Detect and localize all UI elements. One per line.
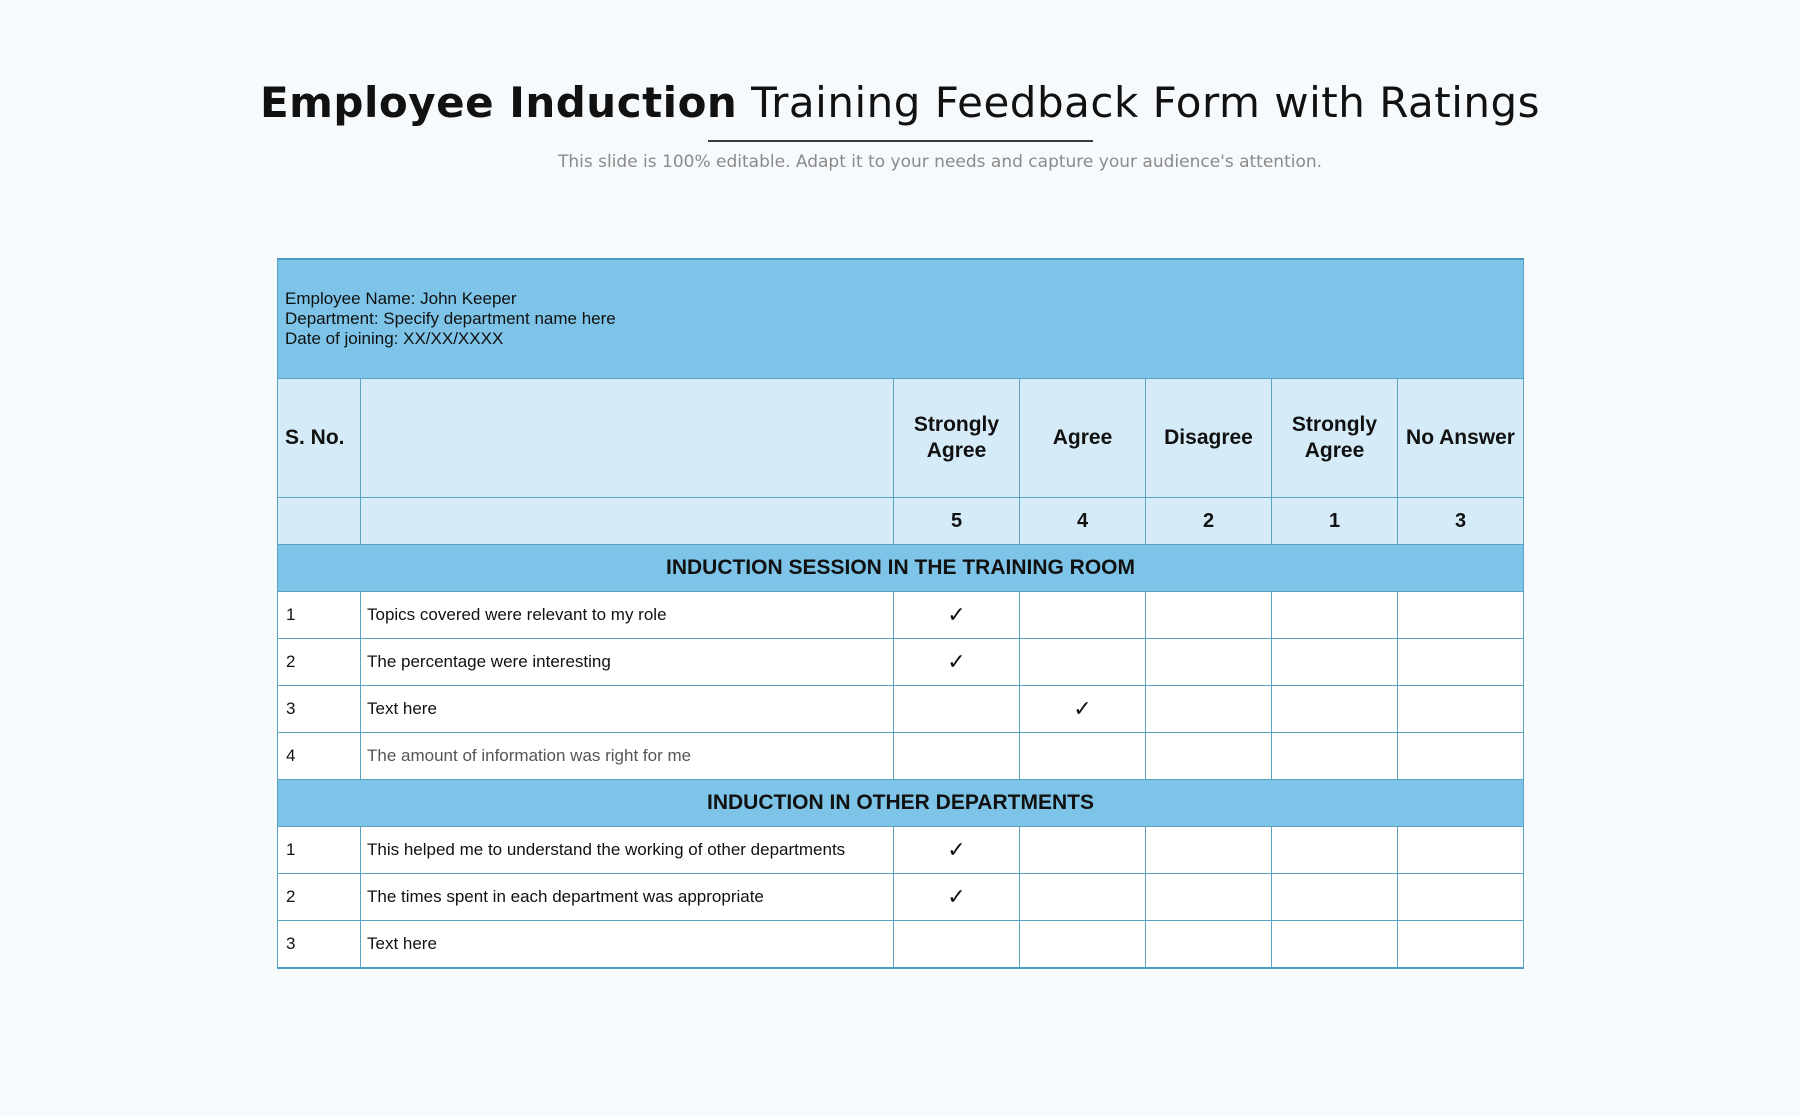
employee-date-of-joining: Date of joining: XX/XX/XXXX: [285, 329, 504, 348]
rating-cell[interactable]: [1271, 685, 1398, 733]
score-disagree: 2: [1145, 497, 1272, 545]
rating-cell[interactable]: [1145, 685, 1272, 733]
rating-cell[interactable]: [1145, 591, 1272, 639]
row-number: 4: [277, 732, 361, 780]
rating-cell[interactable]: [1019, 920, 1146, 969]
table-row: 1 This helped me to understand the workin…: [277, 826, 1524, 874]
rating-cell[interactable]: [1271, 591, 1398, 639]
rating-cell[interactable]: [1145, 873, 1272, 921]
row-statement: This helped me to understand the working…: [360, 826, 894, 874]
table-row: 3 Text here: [277, 920, 1524, 969]
title-underline: [708, 140, 1093, 142]
table-row: 3 Text here ✓: [277, 685, 1524, 733]
title-bold-part: Employee Induction: [259, 78, 738, 127]
rating-cell[interactable]: ✓: [893, 873, 1020, 921]
score-empty-statement: [360, 497, 894, 545]
sno-header: S. No.: [277, 378, 361, 498]
rating-cell[interactable]: [1019, 873, 1146, 921]
checkmark-icon: ✓: [1073, 696, 1092, 722]
rating-header-strongly-agree-2: Strongly Agree: [1271, 378, 1398, 498]
rating-cell[interactable]: [1397, 873, 1524, 921]
rating-cell[interactable]: [1397, 638, 1524, 686]
rating-cell[interactable]: [893, 920, 1020, 969]
rating-cell[interactable]: [1271, 826, 1398, 874]
rating-cell[interactable]: [1019, 638, 1146, 686]
rating-cell[interactable]: [1145, 732, 1272, 780]
section-title: INDUCTION IN OTHER DEPARTMENTS: [277, 779, 1524, 827]
rating-cell[interactable]: [1397, 685, 1524, 733]
table-row: 2 The times spent in each department was …: [277, 873, 1524, 921]
row-number: 2: [277, 873, 361, 921]
rating-header-agree: Agree: [1019, 378, 1146, 498]
rating-cell[interactable]: [1271, 920, 1398, 969]
score-row: 5 4 2 1 3: [277, 497, 1524, 545]
rating-cell[interactable]: [1271, 873, 1398, 921]
title-rest: Training Feedback Form with Ratings: [737, 78, 1541, 127]
statement-header: [360, 378, 894, 498]
rating-cell[interactable]: [1397, 920, 1524, 969]
score-strongly-agree-2: 1: [1271, 497, 1398, 545]
table-row: 2 The percentage were interesting ✓: [277, 638, 1524, 686]
page-subtitle: This slide is 100% editable. Adapt it to…: [557, 152, 1323, 172]
section-header-row: INDUCTION IN OTHER DEPARTMENTS: [277, 779, 1524, 827]
rating-cell[interactable]: [1271, 732, 1398, 780]
rating-cell[interactable]: ✓: [893, 826, 1020, 874]
rating-cell[interactable]: ✓: [893, 591, 1020, 639]
section-title: INDUCTION SESSION IN THE TRAINING ROOM: [277, 544, 1524, 592]
score-no-answer: 3: [1397, 497, 1524, 545]
employee-info-row: Employee Name: John Keeper Department: S…: [277, 258, 1524, 379]
rating-cell[interactable]: [1019, 591, 1146, 639]
score-agree: 4: [1019, 497, 1146, 545]
row-number: 3: [277, 920, 361, 969]
rating-header-no-answer: No Answer: [1397, 378, 1524, 498]
row-statement: The times spent in each department was a…: [360, 873, 894, 921]
checkmark-icon: ✓: [947, 602, 966, 628]
table-row: 1 Topics covered were relevant to my role…: [277, 591, 1524, 639]
rating-cell[interactable]: [1019, 826, 1146, 874]
employee-name: Employee Name: John Keeper: [285, 289, 517, 308]
rating-cell[interactable]: [1271, 638, 1398, 686]
row-number: 3: [277, 685, 361, 733]
rating-cell[interactable]: [1397, 732, 1524, 780]
employee-info-cell: Employee Name: John Keeper Department: S…: [277, 258, 1524, 379]
score-strongly-agree: 5: [893, 497, 1020, 545]
row-number: 1: [277, 826, 361, 874]
rating-cell[interactable]: [1145, 826, 1272, 874]
rating-cell[interactable]: [1397, 826, 1524, 874]
page-title: Employee Induction Training Feedback For…: [0, 78, 1800, 127]
rating-cell[interactable]: [893, 685, 1020, 733]
row-number: 2: [277, 638, 361, 686]
section-header-row: INDUCTION SESSION IN THE TRAINING ROOM: [277, 544, 1524, 592]
employee-department: Department: Specify department name here: [285, 309, 616, 328]
row-statement: Text here: [360, 920, 894, 969]
column-header-row: S. No. Strongly Agree Agree Disagree Str…: [277, 378, 1524, 498]
feedback-form-table: Employee Name: John Keeper Department: S…: [277, 258, 1524, 969]
rating-cell[interactable]: [1145, 638, 1272, 686]
row-statement: Topics covered were relevant to my role: [360, 591, 894, 639]
score-empty-sno: [277, 497, 361, 545]
rating-cell[interactable]: [893, 732, 1020, 780]
table-row: 4 The amount of information was right for…: [277, 732, 1524, 780]
checkmark-icon: ✓: [947, 837, 966, 863]
rating-cell[interactable]: [1019, 732, 1146, 780]
row-statement: The amount of information was right for …: [360, 732, 894, 780]
rating-cell[interactable]: ✓: [893, 638, 1020, 686]
rating-cell[interactable]: [1145, 920, 1272, 969]
rating-cell[interactable]: ✓: [1019, 685, 1146, 733]
rating-header-strongly-agree: Strongly Agree: [893, 378, 1020, 498]
row-statement: Text here: [360, 685, 894, 733]
rating-header-disagree: Disagree: [1145, 378, 1272, 498]
row-number: 1: [277, 591, 361, 639]
row-statement: The percentage were interesting: [360, 638, 894, 686]
rating-cell[interactable]: [1397, 591, 1524, 639]
checkmark-icon: ✓: [947, 649, 966, 675]
checkmark-icon: ✓: [947, 884, 966, 910]
